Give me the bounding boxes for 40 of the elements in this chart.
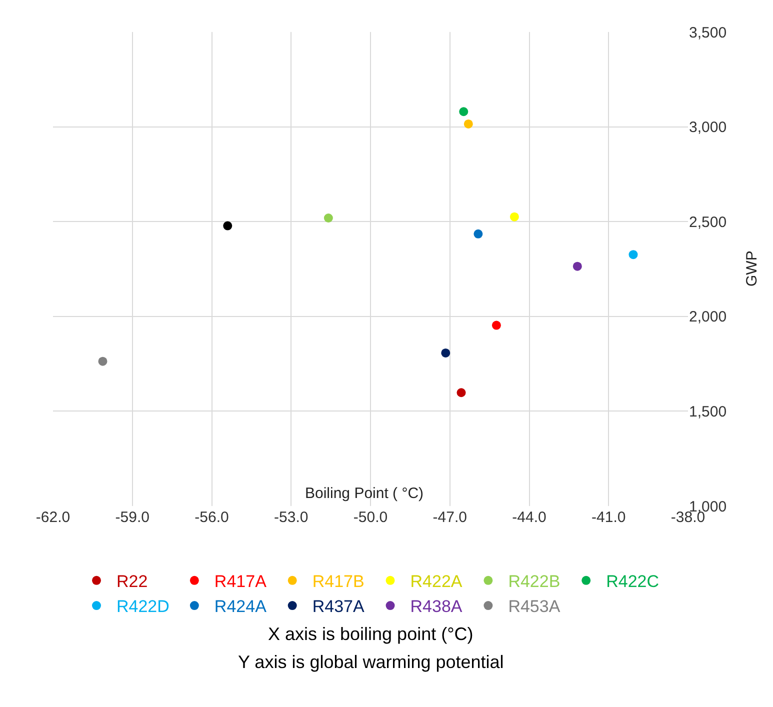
x-tick-label: -56.0 — [194, 509, 229, 526]
legend-label: R22 — [116, 572, 148, 592]
x-tick-label: -50.0 — [353, 509, 388, 526]
point — [628, 250, 638, 260]
x-axis-title: Boiling Point ( °C) — [305, 485, 424, 502]
x-tick-label: -44.0 — [512, 509, 546, 526]
legend-label: R417A — [214, 572, 268, 592]
y-tick-label: 2,000 — [689, 308, 727, 326]
x-tick-label: -41.0 — [592, 509, 626, 526]
x-tick-label: -53.0 — [274, 509, 308, 526]
point — [98, 356, 108, 366]
text: X axis is boiling point (°C) — [268, 624, 474, 644]
legend-label: R424A — [214, 597, 268, 616]
point — [441, 348, 450, 358]
legend-label: R422A — [410, 572, 463, 592]
legend-label: R422B — [508, 572, 560, 592]
text: Y axis is global warming potential — [238, 652, 504, 672]
legend-label: R437A — [312, 597, 365, 616]
point — [510, 212, 519, 222]
x-tick-label: -62.0 — [36, 509, 70, 526]
legend-label: R422D — [116, 597, 170, 616]
point — [324, 214, 333, 222]
legend-label: R453A — [508, 597, 561, 616]
point — [456, 388, 466, 398]
y-tick-label: 1,500 — [689, 403, 727, 420]
point — [223, 221, 232, 230]
x-tick-label: -47.0 — [432, 509, 467, 526]
y-tick-label: 3,500 — [689, 24, 727, 42]
point — [474, 229, 483, 238]
x-tick-label: -59.0 — [115, 509, 150, 526]
legend-label: R417B — [312, 572, 364, 592]
y-axis-title: GWP — [744, 250, 760, 286]
y-tick-label: 3,000 — [689, 119, 727, 136]
point — [464, 119, 473, 128]
point — [459, 107, 468, 116]
point — [492, 320, 501, 330]
legend-label: R422C — [606, 572, 660, 592]
legend-label: R438A — [410, 597, 463, 616]
point — [572, 262, 582, 271]
y-tick-label: 2,500 — [689, 214, 727, 231]
